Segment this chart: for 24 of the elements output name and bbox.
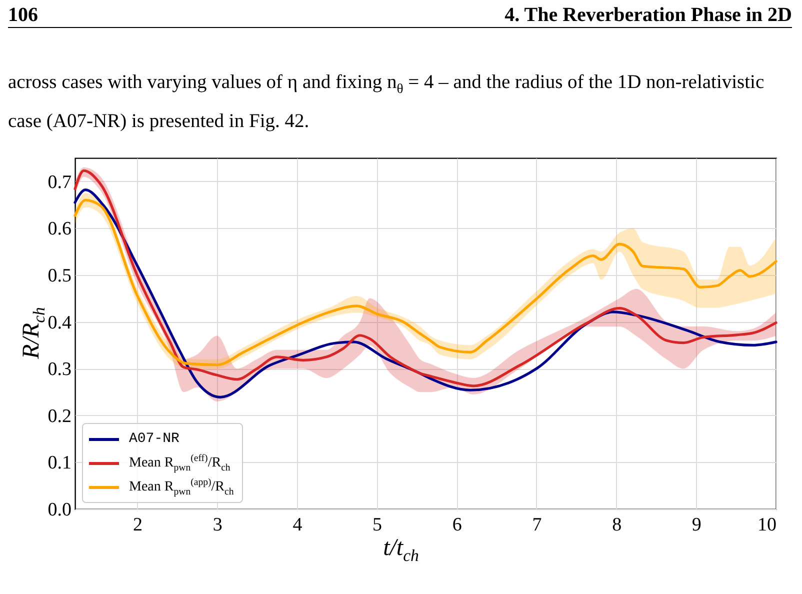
y-tick-label: 0.1 <box>48 452 72 474</box>
y-tick-label: 0.7 <box>48 172 72 193</box>
x-tick-label: 4 <box>292 514 303 536</box>
x-tick-label: 6 <box>452 514 462 536</box>
text: 106 <box>8 4 38 27</box>
legend-label: A07-NR <box>129 431 180 447</box>
text: across cases with varying values of η and fixing n$_{θ}$ = 4 – and the radius of the 1D non-relativistic case (A07-NR) is presented in Fig. 42. <box>8 72 764 132</box>
text: 4. The Reverberation Phase in 2D <box>504 4 792 27</box>
x-axis-title: t/t$_{ch}$ <box>382 535 420 566</box>
y-tick-label: 0.5 <box>48 266 72 286</box>
y-tick-label: 0.6 <box>48 218 72 240</box>
y-tick-label: 0.3 <box>48 359 72 380</box>
legend-label: Mean R$_{pwn}$$^{(app)}$/R$_{ch}$ <box>129 476 234 498</box>
x-tick-label: 10 <box>758 514 776 536</box>
legend-label: Mean R$_{pwn}$$^{(eff)}$/R$_{ch}$ <box>129 452 230 474</box>
x-tick-label: 7 <box>532 514 542 536</box>
x-tick-label: 2 <box>133 514 143 536</box>
y-tick-label: 0.4 <box>48 312 72 334</box>
y-tick-label: 0.2 <box>48 406 72 427</box>
x-tick-label: 3 <box>212 514 222 536</box>
x-tick-label: 8 <box>612 514 622 536</box>
x-tick-label: 9 <box>692 514 702 536</box>
x-tick-label: 5 <box>372 514 382 536</box>
y-tick-label: 0.0 <box>48 500 72 520</box>
